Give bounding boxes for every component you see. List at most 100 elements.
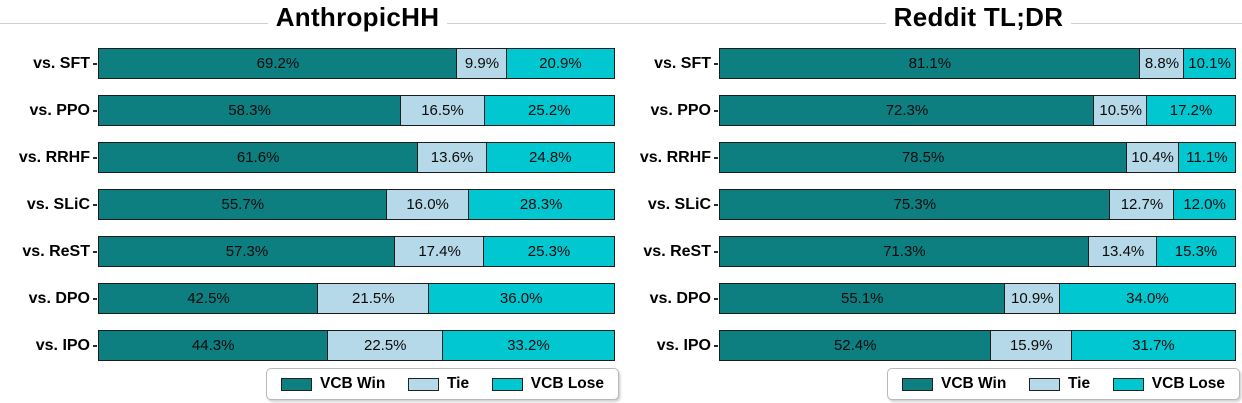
segment-win: 58.3% [98,95,402,126]
y-tick [714,297,718,300]
legend: VCB Win Tie VCB Lose [887,368,1240,400]
segment-tie: 12.7% [1108,189,1175,220]
bar-row: vs. SLiC 55.7% 16.0% 28.3% [0,189,621,220]
category-label: vs. PPO [650,101,711,119]
segment-tie: 16.0% [386,189,470,220]
segment-value-label: 16.5% [421,102,464,119]
segment-lose: 28.3% [467,189,615,220]
stacked-bar: 75.3% 12.7% 12.0% [719,189,1239,220]
segment-value-label: 15.9% [1009,337,1053,354]
y-tick [93,109,97,112]
bar-row: vs. RRHF 78.5% 10.4% 11.1% [621,142,1242,173]
category-label: vs. SFT [33,54,90,72]
segment-tie: 16.5% [399,95,486,126]
vcb-win-swatch-icon [281,377,312,391]
rows: vs. SFT 81.1% 8.8% 10.1% vs. PPO 72.3% 10.5% 17… [621,48,1242,377]
bar-row: vs. PPO 72.3% 10.5% 17.2% [621,95,1242,126]
segment-value-label: 8.8% [1144,55,1180,72]
category-label: vs. RRHF [639,148,711,166]
bar-row: vs. DPO 42.5% 21.5% 36.0% [0,283,621,314]
segment-win: 61.6% [98,142,419,173]
segment-value-label: 24.8% [529,149,572,166]
category-label: vs. SLiC [26,195,90,213]
segment-win: 71.3% [719,236,1090,267]
segment-value-label: 12.0% [1183,196,1226,213]
vcb-lose-swatch-icon [491,377,523,391]
y-tick [93,250,97,253]
legend-item-vcb-lose: VCB Lose [1112,375,1225,393]
legend-item-tie: Tie [407,375,470,393]
segment-lose: 20.9% [506,48,615,79]
segment-value-label: 22.5% [363,337,407,354]
segment-lose: 10.1% [1183,48,1236,79]
chart-title-wrap: Reddit TL;DR [718,2,1239,37]
segment-value-label: 34.0% [1126,290,1169,307]
stacked-bar: 44.3% 22.5% 33.2% [98,330,618,361]
segment-win: 72.3% [719,95,1095,126]
legend: VCB Win Tie VCB Lose [266,368,619,400]
stacked-bar: 55.7% 16.0% 28.3% [98,189,618,220]
y-tick [714,344,718,347]
segment-tie: 13.6% [416,142,488,173]
segment-lose: 15.3% [1156,236,1236,267]
segment-tie: 10.9% [1003,283,1061,314]
legend-label: VCB Lose [1151,375,1225,392]
segment-value-label: 16.0% [406,196,449,213]
vcb-win-swatch-icon [902,377,933,391]
legend-label: Tie [1067,375,1091,392]
stacked-bar: 69.2% 9.9% 20.9% [98,48,618,79]
segment-tie: 22.5% [326,330,444,361]
stacked-bar: 61.6% 13.6% 24.8% [98,142,618,173]
segment-lose: 34.0% [1059,283,1236,314]
segment-value-label: 61.6% [236,149,280,166]
bar-row: vs. PPO 58.3% 16.5% 25.2% [0,95,621,126]
category-label: vs. PPO [29,101,90,119]
segment-win: 81.1% [719,48,1141,79]
legend-item-vcb-win: VCB Win [902,375,1006,393]
category-label: vs. SLiC [647,195,711,213]
segment-value-label: 15.3% [1174,243,1218,260]
segment-value-label: 20.9% [539,55,582,72]
segment-value-label: 10.4% [1131,149,1174,166]
segment-lose: 17.2% [1146,95,1236,126]
category-label: vs. SFT [654,54,711,72]
stacked-bar: 71.3% 13.4% 15.3% [719,236,1239,267]
segment-win: 42.5% [98,283,319,314]
stacked-bar: 42.5% 21.5% 36.0% [98,283,618,314]
segment-win: 44.3% [98,330,329,361]
segment-value-label: 71.3% [883,243,926,260]
segment-value-label: 9.9% [464,55,500,72]
segment-value-label: 25.3% [527,243,571,260]
segment-value-label: 10.1% [1188,55,1231,72]
segment-tie: 21.5% [317,283,430,314]
segment-value-label: 55.1% [840,290,884,307]
segment-win: 55.1% [719,283,1006,314]
chart-title: Reddit TL;DR [885,2,1072,32]
y-tick [93,203,97,206]
bar-row: vs. DPO 55.1% 10.9% 34.0% [621,283,1242,314]
legend-label: Tie [446,375,470,392]
segment-tie: 13.4% [1088,236,1158,267]
segment-tie: 10.5% [1093,95,1148,126]
stacked-bar: 58.3% 16.5% 25.2% [98,95,618,126]
chart-title-wrap: AnthropicHH [97,2,618,37]
bar-row: vs. SFT 69.2% 9.9% 20.9% [0,48,621,79]
stacked-bar: 52.4% 15.9% 31.7% [719,330,1239,361]
chart-reddit-tldr: Reddit TL;DR vs. SFT 81.1% 8.8% 10.1% vs. PP… [621,0,1242,403]
segment-lose: 11.1% [1178,142,1236,173]
legend-label: VCB Lose [530,375,604,392]
segment-value-label: 10.5% [1099,102,1142,119]
segment-value-label: 69.2% [256,55,300,72]
segment-value-label: 17.2% [1169,102,1213,119]
y-tick [714,250,718,253]
segment-lose: 25.2% [483,95,615,126]
segment-value-label: 17.4% [418,243,461,260]
category-label: vs. DPO [28,289,90,307]
legend-item-vcb-lose: VCB Lose [491,375,604,393]
legend-item-vcb-win: VCB Win [281,375,385,393]
category-label: vs. IPO [35,336,90,354]
y-tick [714,156,718,159]
y-tick [714,203,718,206]
segment-tie: 8.8% [1139,48,1185,79]
rows: vs. SFT 69.2% 9.9% 20.9% vs. PPO 58.3% 16.5% 25… [0,48,621,377]
